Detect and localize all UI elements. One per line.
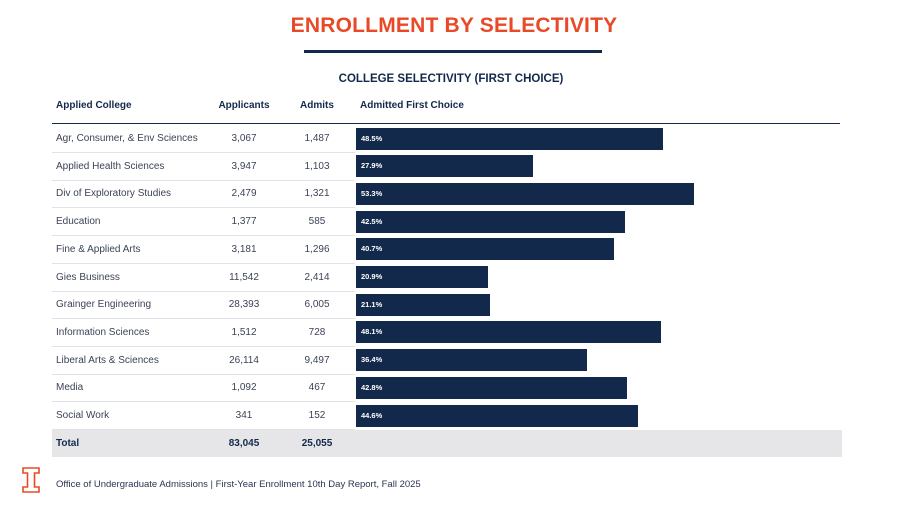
admits-value: 2,414 <box>304 271 330 283</box>
total-applicants: 83,045 <box>228 438 260 449</box>
admits-value: 1,296 <box>304 243 330 255</box>
applicants-value: 2,479 <box>231 188 257 200</box>
bar-data-label: 42.5% <box>361 216 383 226</box>
table-row: Grainger Engineering 28,393 6,005 <box>52 291 355 320</box>
admits-value: 152 <box>308 410 326 421</box>
admits-value: 728 <box>308 326 326 338</box>
table-row: Agr, Consumer, & Env Sciences 3,067 1,487 <box>52 125 355 153</box>
college-name: Media <box>56 382 84 394</box>
total-label: Total <box>56 438 80 449</box>
table-row: Information Sciences 1,512 728 <box>52 319 355 347</box>
total-admits: 25,055 <box>301 438 333 449</box>
applicants-value: 28,393 <box>228 299 260 311</box>
college-name: Div of Exploratory Studies <box>56 188 172 200</box>
admits-value: 1,487 <box>304 133 330 144</box>
bar-data-label: 44.6% <box>361 410 383 420</box>
table-row: Education 1,377 585 <box>52 208 355 237</box>
table-row: Social Work 341 152 <box>52 402 355 430</box>
column-header-admits: Admits <box>300 100 334 111</box>
bar: 48.1% <box>356 321 661 344</box>
admits-value: 1,103 <box>304 160 330 172</box>
applicants-value: 1,377 <box>231 216 257 228</box>
admits-value: 6,005 <box>304 299 330 311</box>
header-divider <box>52 123 840 124</box>
admits-value: 467 <box>308 382 326 394</box>
table-row: Gies Business 11,542 2,414 <box>52 264 355 292</box>
bar: 42.8% <box>356 376 628 399</box>
chart-title: COLLEGE SELECTIVITY (FIRST CHOICE) <box>338 73 564 85</box>
applicants-value: 26,114 <box>229 354 259 366</box>
bar: 20.9% <box>356 266 489 288</box>
college-name: Gies Business <box>56 271 120 283</box>
table-row: Div of Exploratory Studies 2,479 1,321 <box>52 180 355 209</box>
bar: 21.1% <box>356 293 490 316</box>
page-title: ENROLLMENT BY SELECTIVITY <box>290 14 618 37</box>
table-row: Media 1,092 467 <box>52 374 355 403</box>
college-name: Grainger Engineering <box>56 299 152 311</box>
bar-data-label: 48.5% <box>361 133 383 143</box>
college-name: Liberal Arts & Sciences <box>56 354 159 366</box>
table-row: Applied Health Sciences 3,947 1,103 <box>52 153 355 181</box>
applicants-value: 1,512 <box>231 326 257 338</box>
bar-data-label: 36.4% <box>361 355 383 365</box>
illinois-block-i-icon <box>22 467 40 493</box>
applicants-value: 11,542 <box>229 271 259 283</box>
applicants-value: 3,947 <box>231 160 257 172</box>
title-underline <box>304 50 602 53</box>
table-row: Liberal Arts & Sciences 26,114 9,497 <box>52 347 355 375</box>
bar: 27.9% <box>356 155 533 178</box>
college-name: Agr, Consumer, & Env Sciences <box>56 133 198 144</box>
bar-data-label: 20.9% <box>361 272 383 281</box>
admits-value: 9,497 <box>304 354 330 366</box>
college-name: Education <box>56 216 101 228</box>
total-row: Total 83,045 25,055 <box>52 430 842 457</box>
column-header-applicants: Applicants <box>218 100 270 111</box>
college-name: Information Sciences <box>56 326 150 338</box>
applicants-value: 3,067 <box>231 133 257 144</box>
bar: 40.7% <box>356 238 614 261</box>
bar: 48.5% <box>356 127 664 150</box>
applicants-value: 341 <box>235 410 253 421</box>
applicants-value: 3,181 <box>231 243 257 255</box>
bar-data-label: 40.7% <box>361 244 383 254</box>
footer-citation: Office of Undergraduate Admissions | Fir… <box>56 479 421 490</box>
bar-data-label: 21.1% <box>361 299 383 309</box>
column-header-admitted-first-choice: Admitted First Choice <box>360 100 464 111</box>
college-name: Fine & Applied Arts <box>56 243 141 255</box>
bar: 44.6% <box>356 404 639 427</box>
admits-value: 1,321 <box>304 188 330 200</box>
column-header-college: Applied College <box>56 100 132 111</box>
admits-value: 585 <box>308 216 326 228</box>
college-name: Applied Health Sciences <box>56 160 165 172</box>
bar: 36.4% <box>356 349 587 372</box>
bar-data-label: 42.8% <box>361 382 383 392</box>
bar-data-label: 27.9% <box>361 161 383 171</box>
applicants-value: 1,092 <box>231 382 257 394</box>
college-name: Social Work <box>56 410 110 421</box>
bar-data-label: 53.3% <box>361 188 383 198</box>
table-row: Fine & Applied Arts 3,181 1,296 <box>52 236 355 264</box>
bar: 42.5% <box>356 210 626 233</box>
bar-data-label: 48.1% <box>361 327 383 337</box>
bar: 53.3% <box>356 182 694 205</box>
